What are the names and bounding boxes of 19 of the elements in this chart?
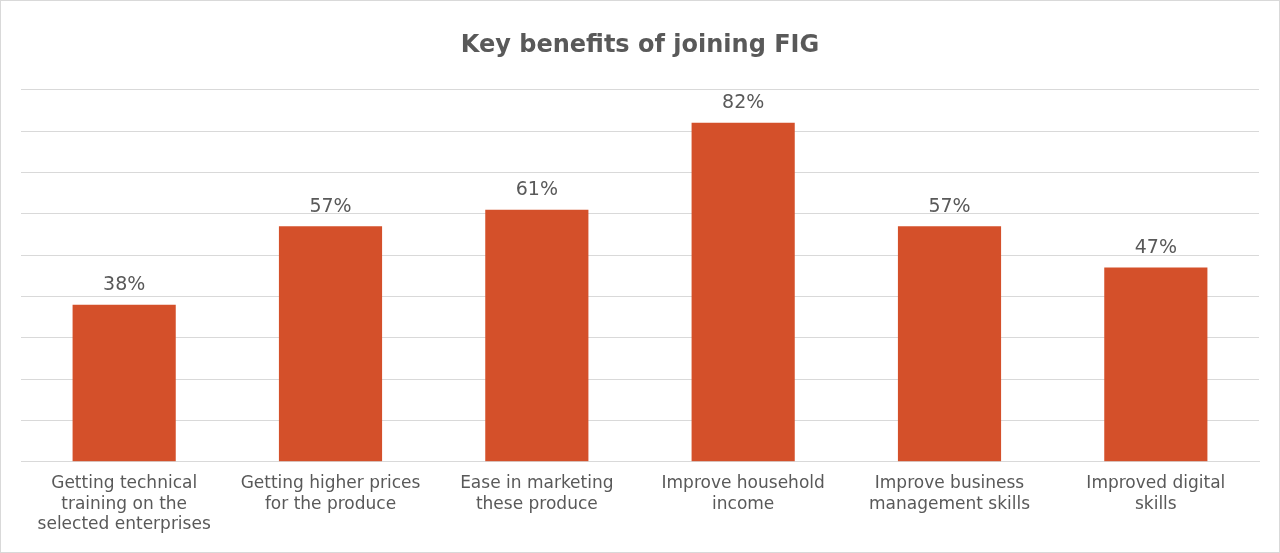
bar <box>691 122 795 462</box>
x-tick-label: Getting higher prices for the produce <box>240 472 421 513</box>
x-tick-label: Improved digital skills <box>1086 472 1226 513</box>
x-tick-label: Getting technical training on the selected enterprises <box>37 472 211 534</box>
data-label: 38% <box>103 272 146 295</box>
x-tick-label: Improve business management skills <box>868 472 1031 513</box>
data-label: 57% <box>309 193 352 216</box>
bar <box>485 209 589 462</box>
bar <box>278 226 383 462</box>
data-label: 47% <box>1134 234 1177 257</box>
data-label: 82% <box>722 90 765 113</box>
x-tick-label: Improve household income <box>661 472 825 513</box>
x-tick-label: Ease in marketing these produce <box>460 472 614 513</box>
bar <box>72 304 176 462</box>
chart-title: Key benefits of joining FIG <box>460 29 820 58</box>
data-label: 61% <box>515 177 558 200</box>
data-label: 57% <box>928 193 971 216</box>
bar <box>897 226 1002 462</box>
bar <box>1104 267 1208 462</box>
